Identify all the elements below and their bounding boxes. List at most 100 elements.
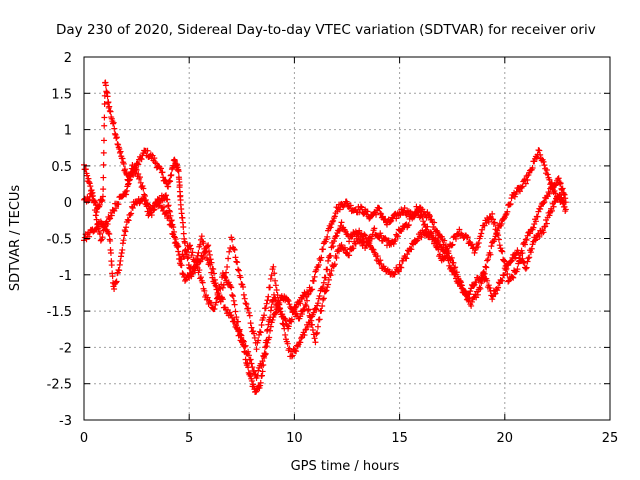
data-point-marker [324, 284, 331, 291]
data-point-marker [104, 93, 111, 100]
data-point-marker [315, 262, 322, 269]
data-point-marker [502, 266, 509, 273]
data-point-marker [278, 313, 285, 320]
data-point-marker [257, 382, 264, 389]
data-point-marker [166, 207, 173, 214]
data-point-marker [270, 263, 277, 270]
data-point-marker [540, 199, 547, 206]
data-point-marker [272, 277, 279, 284]
data-point-marker [543, 167, 550, 174]
data-point-marker [540, 229, 547, 236]
data-point-marker [129, 205, 136, 212]
data-point-marker [274, 304, 281, 311]
data-point-marker [175, 248, 182, 255]
data-point-marker [119, 246, 126, 253]
data-point-marker [347, 202, 354, 209]
data-point-marker [269, 316, 276, 323]
data-point-marker [502, 212, 509, 219]
data-point-marker [245, 352, 252, 359]
data-point-marker [176, 182, 183, 189]
data-point-marker [452, 235, 459, 242]
data-point-marker [109, 273, 116, 280]
data-point-marker [106, 216, 113, 223]
data-point-marker [240, 283, 247, 290]
data-point-marker [293, 348, 300, 355]
data-point-marker [107, 250, 114, 257]
data-point-marker [555, 175, 562, 182]
data-point-marker [286, 301, 293, 308]
data-point-marker [168, 217, 175, 224]
data-point-marker [364, 208, 371, 215]
data-point-marker [201, 287, 208, 294]
data-point-marker [326, 270, 333, 277]
data-point-marker [519, 183, 526, 190]
data-point-marker [537, 205, 544, 212]
data-point-marker [478, 230, 485, 237]
data-point-marker [91, 207, 98, 214]
data-point-marker [553, 181, 560, 188]
data-point-marker [151, 206, 158, 213]
data-point-marker [508, 195, 515, 202]
data-point-marker [260, 314, 267, 321]
x-tick-label: 25 [602, 431, 619, 446]
data-point-marker [500, 271, 507, 278]
data-point-marker [235, 266, 242, 273]
data-point-marker [98, 198, 105, 205]
data-point-marker [320, 246, 327, 253]
data-point-marker [546, 176, 553, 183]
data-point-marker [484, 256, 491, 263]
data-point-marker [91, 198, 98, 205]
data-point-marker [232, 308, 239, 315]
data-point-marker [167, 212, 174, 219]
data-point-marker [101, 114, 108, 121]
data-point-marker [93, 216, 100, 223]
data-point-marker [263, 300, 270, 307]
data-point-marker [159, 169, 166, 176]
data-point-marker [330, 217, 337, 224]
data-point-marker [537, 151, 544, 158]
data-point-marker [200, 253, 207, 260]
data-point-marker [160, 203, 167, 210]
data-point-marker [251, 334, 258, 341]
data-point-marker [393, 215, 400, 222]
data-point-marker [211, 305, 218, 312]
data-point-marker [116, 261, 123, 268]
data-point-marker [325, 257, 332, 264]
data-point-marker [358, 204, 365, 211]
data-point-marker [189, 249, 196, 256]
data-point-marker [373, 211, 380, 218]
x-tick-label: 0 [80, 431, 88, 446]
data-point-marker [298, 311, 305, 318]
data-point-marker [123, 191, 130, 198]
data-point-marker [325, 276, 332, 283]
data-point-marker [165, 202, 172, 209]
data-point-marker [426, 213, 433, 220]
data-point-marker [551, 199, 558, 206]
data-point-marker [365, 239, 372, 246]
data-point-marker [259, 358, 266, 365]
y-tick-label: -2 [59, 341, 72, 356]
data-point-marker [282, 331, 289, 338]
data-point-marker [112, 279, 119, 286]
data-point-marker [304, 323, 311, 330]
data-point-marker [111, 285, 118, 292]
data-point-marker [118, 249, 125, 256]
data-point-marker [468, 298, 475, 305]
data-point-marker [100, 137, 107, 144]
data-point-marker [285, 323, 292, 330]
data-point-marker [86, 180, 93, 187]
data-point-marker [375, 204, 382, 211]
data-point-marker [310, 309, 317, 316]
data-point-marker [120, 237, 127, 244]
y-tick-label: 2 [64, 51, 72, 66]
data-point-marker [224, 263, 231, 270]
data-point-marker [272, 282, 279, 289]
data-point-marker [102, 226, 109, 233]
data-point-marker [116, 149, 123, 156]
data-point-marker [534, 213, 541, 220]
data-point-marker [100, 149, 107, 156]
plot-frame [83, 56, 611, 421]
data-point-marker [197, 274, 204, 281]
data-point-marker [324, 266, 331, 273]
data-point-marker [235, 318, 242, 325]
